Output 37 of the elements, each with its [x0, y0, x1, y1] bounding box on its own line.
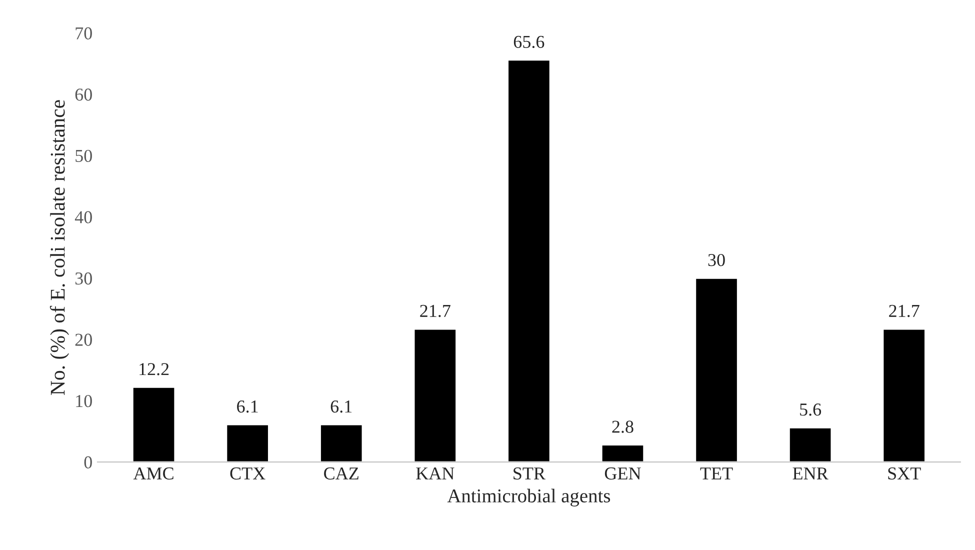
bar — [694, 277, 738, 462]
x-tick-label: KAN — [416, 467, 454, 480]
bar — [320, 424, 364, 462]
x-tick-label: GEN — [604, 467, 641, 480]
data-label: 6.1 — [237, 400, 258, 413]
x-tick-label: CAZ — [324, 467, 358, 480]
data-label: 21.7 — [889, 304, 920, 318]
bar — [413, 328, 457, 462]
data-label: 6.1 — [330, 400, 352, 413]
x-tick-label: TET — [700, 468, 733, 480]
y-tick-label: 10 — [76, 394, 92, 408]
y-tick-label: 70 — [76, 27, 92, 40]
x-axis-title: Antimicrobial agents — [447, 488, 610, 506]
y-tick-label: 60 — [75, 88, 92, 101]
bar — [226, 424, 270, 462]
bar — [507, 59, 551, 462]
y-tick-label: 30 — [75, 272, 92, 285]
data-label: 21.7 — [420, 304, 450, 318]
x-tick-label: ENR — [792, 468, 828, 480]
bar — [600, 444, 645, 462]
y-tick-label: 50 — [76, 150, 92, 162]
data-label: 12.2 — [140, 363, 169, 376]
y-tick-label: 0 — [84, 456, 92, 468]
x-tick-label: AMC — [133, 467, 174, 480]
bar — [788, 426, 832, 462]
y-axis-title: No. (%) of E. coli isolate resistance — [50, 100, 70, 395]
data-label: 30 — [708, 254, 725, 266]
x-tick-label: SXT — [888, 467, 921, 480]
data-label: 5.6 — [800, 404, 822, 416]
data-label: 2.8 — [612, 420, 634, 433]
data-label: 65.6 — [514, 36, 544, 48]
bar — [882, 328, 926, 462]
y-tick-label: 40 — [74, 211, 92, 224]
bar — [132, 386, 176, 462]
y-tick-label: 20 — [75, 334, 92, 346]
x-tick-label: STR — [514, 467, 546, 480]
x-tick-label: CTX — [230, 467, 266, 480]
